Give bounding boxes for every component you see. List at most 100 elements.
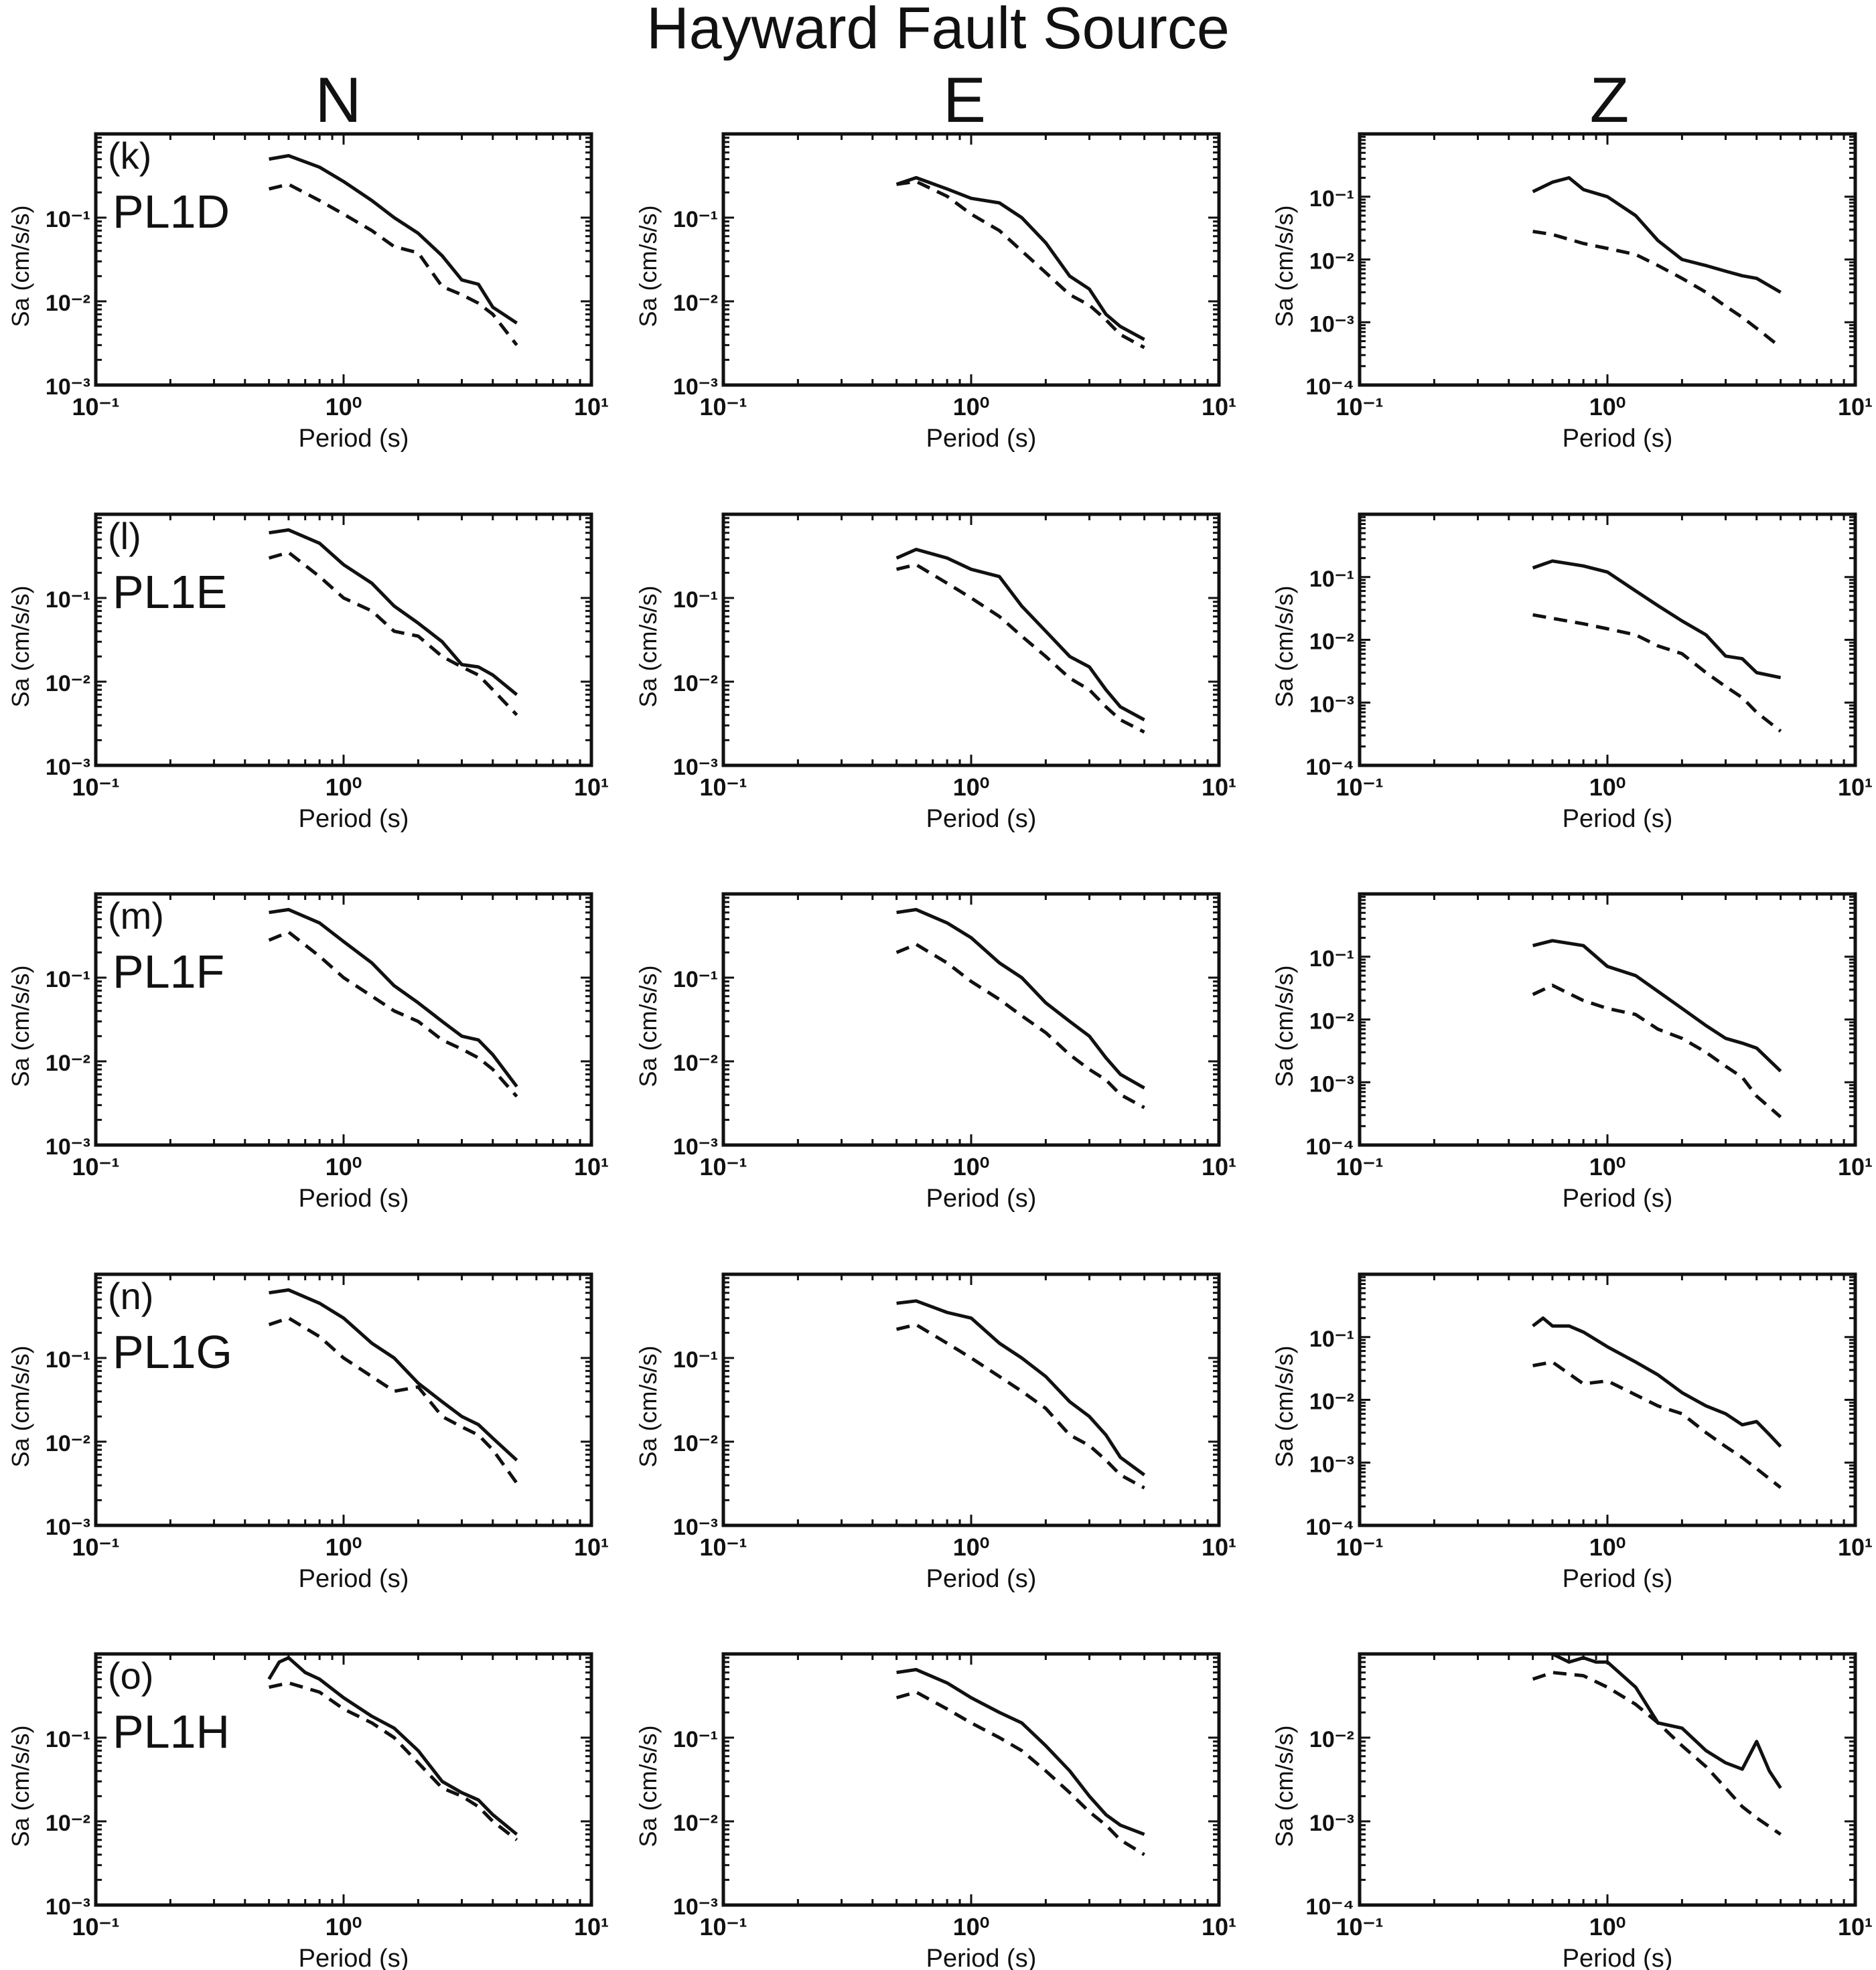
station-label: PL1G bbox=[113, 1326, 232, 1378]
y-axis-label: Sa (cm/s/s) bbox=[7, 205, 34, 327]
x-tick-label: 10¹ bbox=[1202, 1533, 1236, 1561]
y-tick-label: 10⁻² bbox=[1309, 629, 1354, 655]
y-tick-label: 10⁻³ bbox=[673, 374, 718, 400]
y-tick-label: 10⁻² bbox=[1309, 1727, 1354, 1752]
x-tick-label: 10¹ bbox=[574, 773, 609, 801]
y-tick-label: 10⁻¹ bbox=[673, 587, 718, 613]
x-tick-label: 10⁰ bbox=[1589, 1533, 1626, 1561]
x-tick-label: 10⁰ bbox=[1589, 1913, 1626, 1941]
x-axis-label: Period (s) bbox=[299, 425, 409, 453]
y-axis-label: Sa (cm/s/s) bbox=[7, 585, 34, 707]
y-tick-label: 10⁻² bbox=[46, 1431, 90, 1456]
y-tick-label: 10⁻¹ bbox=[46, 207, 90, 232]
plot-frame bbox=[1358, 1272, 1857, 1527]
x-tick-label: 10¹ bbox=[1202, 773, 1236, 801]
x-tick-label: 10⁰ bbox=[953, 1533, 989, 1561]
x-tick-label: 10¹ bbox=[1202, 393, 1236, 421]
x-tick-label: 10⁻¹ bbox=[72, 1913, 119, 1941]
solid-spectrum-line bbox=[269, 907, 518, 1088]
x-tick-label: 10⁰ bbox=[953, 393, 989, 421]
plot-frame bbox=[1358, 892, 1857, 1147]
x-tick-label: 10¹ bbox=[1838, 393, 1873, 421]
plot-frame bbox=[94, 892, 593, 1147]
x-tick-label: 10⁻¹ bbox=[1336, 1913, 1383, 1941]
x-tick-label: 10⁻¹ bbox=[72, 773, 119, 801]
y-tick-label: 10⁻² bbox=[1309, 1389, 1354, 1415]
figure-title: Hayward Fault Source bbox=[646, 0, 1230, 61]
panel-tag: (l) bbox=[108, 515, 141, 557]
y-axis-label: Sa (cm/s/s) bbox=[1271, 965, 1298, 1087]
plot-frame bbox=[94, 1652, 593, 1907]
y-tick-label: 10⁻³ bbox=[46, 1894, 90, 1920]
y-tick-label: 10⁻¹ bbox=[1309, 946, 1354, 972]
y-axis-label: Sa (cm/s/s) bbox=[1271, 205, 1298, 327]
panel-tag: (k) bbox=[108, 135, 151, 177]
x-tick-label: 10⁻¹ bbox=[699, 1153, 747, 1181]
y-tick-label: 10⁻³ bbox=[1309, 1452, 1354, 1477]
y-tick-label: 10⁻² bbox=[673, 1051, 718, 1076]
x-axis-label: Period (s) bbox=[926, 425, 1037, 453]
y-axis-label: Sa (cm/s/s) bbox=[1271, 585, 1298, 707]
dashed-spectrum-line bbox=[896, 179, 1145, 350]
x-tick-label: 10⁰ bbox=[326, 1533, 362, 1561]
solid-spectrum-line bbox=[269, 154, 518, 325]
y-tick-label: 10⁻³ bbox=[673, 755, 718, 780]
solid-spectrum-line bbox=[1532, 1316, 1782, 1448]
y-tick-label: 10⁻² bbox=[46, 671, 90, 696]
y-tick-label: 10⁻² bbox=[673, 1431, 718, 1456]
panel-4-n: 10⁻¹ 10⁰ 10¹ 10⁻³ 10⁻² 10⁻¹ Period (s) Sa (cm/s… bbox=[7, 1272, 609, 1593]
x-tick-label: 10⁻¹ bbox=[1336, 393, 1383, 421]
solid-spectrum-line bbox=[269, 528, 518, 696]
x-tick-label: 10⁻¹ bbox=[699, 1913, 747, 1941]
y-tick-label: 10⁻² bbox=[46, 291, 90, 316]
panel-1-e: 10⁻¹ 10⁰ 10¹ 10⁻³ 10⁻² 10⁻¹ Period (s) Sa (cm/s… bbox=[634, 132, 1236, 453]
x-tick-label: 10⁻¹ bbox=[1336, 1153, 1383, 1181]
y-axis-label: Sa (cm/s/s) bbox=[634, 1725, 662, 1847]
x-tick-label: 10⁻¹ bbox=[1336, 1533, 1383, 1561]
dashed-spectrum-line bbox=[896, 1322, 1145, 1490]
x-tick-label: 10⁻¹ bbox=[699, 393, 747, 421]
y-tick-label: 10⁻³ bbox=[673, 1134, 718, 1160]
x-axis-label: Period (s) bbox=[299, 1185, 409, 1213]
y-tick-label: 10⁻³ bbox=[673, 1515, 718, 1540]
solid-spectrum-line bbox=[896, 907, 1145, 1089]
y-tick-label: 10⁻¹ bbox=[1309, 1327, 1354, 1352]
x-tick-label: 10⁰ bbox=[326, 1153, 362, 1181]
x-axis-label: Period (s) bbox=[1563, 1565, 1673, 1593]
y-tick-label: 10⁻³ bbox=[1309, 692, 1354, 717]
dashed-spectrum-line bbox=[1532, 984, 1782, 1118]
dashed-spectrum-line bbox=[1532, 613, 1782, 733]
x-axis-label: Period (s) bbox=[1563, 805, 1673, 833]
dashed-spectrum-line bbox=[268, 550, 518, 716]
y-tick-label: 10⁻¹ bbox=[1309, 186, 1354, 212]
x-tick-label: 10¹ bbox=[574, 393, 609, 421]
y-tick-label: 10⁻⁴ bbox=[1305, 374, 1354, 400]
y-tick-label: 10⁻² bbox=[673, 291, 718, 316]
y-tick-label: 10⁻¹ bbox=[46, 1727, 90, 1752]
y-axis-label: Sa (cm/s/s) bbox=[7, 1725, 34, 1847]
dashed-spectrum-line bbox=[269, 182, 518, 346]
y-tick-label: 10⁻⁴ bbox=[1305, 1134, 1354, 1160]
dashed-spectrum-line bbox=[895, 942, 1145, 1110]
y-axis-label: Sa (cm/s/s) bbox=[1271, 1345, 1298, 1467]
dashed-spectrum-line bbox=[1532, 230, 1782, 349]
panel-4-e: 10⁻¹ 10⁰ 10¹ 10⁻³ 10⁻² 10⁻¹ Period (s) Sa (cm/s… bbox=[634, 1272, 1236, 1593]
y-tick-label: 10⁻² bbox=[46, 1051, 90, 1076]
panel-3-z: 10⁻¹ 10⁰ 10¹ 10⁻⁴ 10⁻³ 10⁻² 10⁻¹ Period (s) Sa (… bbox=[1271, 892, 1873, 1213]
solid-spectrum-line bbox=[269, 1288, 518, 1462]
plot-frame bbox=[721, 132, 1221, 387]
y-tick-label: 10⁻³ bbox=[46, 755, 90, 780]
x-tick-label: 10⁰ bbox=[953, 1913, 989, 1941]
y-tick-label: 10⁻³ bbox=[46, 1134, 90, 1160]
y-tick-label: 10⁻³ bbox=[1309, 1811, 1354, 1836]
plot-frame bbox=[1358, 132, 1857, 387]
x-tick-label: 10⁻¹ bbox=[699, 1533, 747, 1561]
x-tick-label: 10⁰ bbox=[326, 393, 362, 421]
x-tick-label: 10¹ bbox=[574, 1913, 609, 1941]
dashed-spectrum-line bbox=[896, 562, 1145, 734]
y-tick-label: 10⁻² bbox=[1309, 249, 1354, 275]
x-tick-label: 10⁻¹ bbox=[72, 393, 119, 421]
station-label: PL1H bbox=[113, 1706, 230, 1758]
dashed-spectrum-line bbox=[1532, 1671, 1782, 1836]
x-tick-label: 10⁻¹ bbox=[699, 773, 747, 801]
